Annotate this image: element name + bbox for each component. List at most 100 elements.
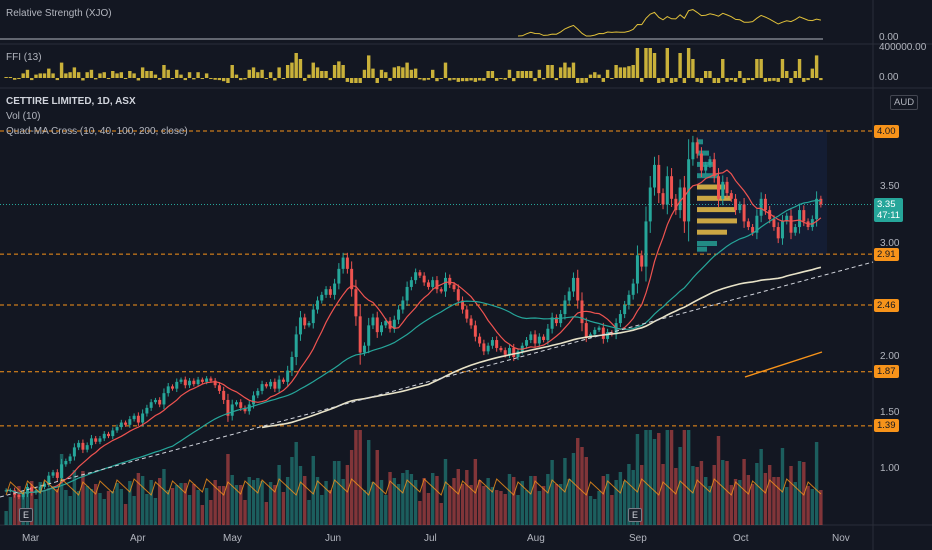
volume-bar	[157, 478, 162, 525]
volume-bar	[341, 479, 345, 525]
level-tag-1-87: 1.87	[874, 365, 899, 378]
volume-bar	[776, 477, 780, 525]
earnings-marker[interactable]: E	[628, 508, 643, 522]
ffi-bar	[635, 48, 640, 78]
volume-profile-bar	[697, 246, 707, 252]
candle-body	[486, 345, 490, 352]
y-tick-label: 3.50	[880, 181, 900, 192]
ffi-bar	[379, 69, 384, 78]
volume-bar	[503, 494, 507, 525]
ffi-bar	[25, 69, 30, 78]
candle-body	[166, 386, 170, 394]
ffi-bar	[597, 74, 601, 78]
volume-bar	[234, 485, 239, 525]
volume-bar	[729, 485, 733, 525]
ffi-bar	[503, 78, 507, 80]
candle-body	[196, 379, 200, 385]
candle-body	[371, 317, 375, 326]
volume-bar	[780, 448, 785, 525]
ffi-bar	[239, 78, 243, 81]
candle-body	[60, 464, 64, 478]
candle-body	[623, 305, 627, 315]
ma10-line	[6, 169, 822, 494]
candle-body	[136, 415, 140, 423]
ffi-bar	[94, 78, 98, 80]
volume-bar	[149, 480, 153, 525]
candle-body	[461, 300, 465, 310]
currency-button[interactable]: AUD	[890, 95, 919, 110]
ffi-bar	[772, 78, 776, 81]
candle-body	[452, 284, 456, 290]
volume-bar	[806, 486, 810, 525]
volume-bar	[298, 466, 303, 525]
candle-body	[631, 283, 635, 295]
volume-bar	[593, 499, 597, 525]
earnings-marker[interactable]: E	[19, 508, 34, 522]
candle-body	[443, 277, 447, 292]
ffi-bar	[192, 78, 196, 80]
candle-body	[554, 317, 558, 324]
ffi-bar	[605, 69, 610, 78]
candle-body	[499, 347, 503, 351]
candle-body	[533, 334, 537, 344]
volume-bar	[392, 478, 397, 525]
candle-body	[525, 340, 529, 346]
ffi-bar	[665, 48, 670, 78]
ffi-bar	[226, 78, 230, 83]
volume-bar	[337, 461, 341, 525]
ffi-bar	[221, 78, 226, 82]
volume-bar	[558, 484, 563, 525]
candle-body	[213, 380, 217, 386]
candle-body	[431, 280, 435, 287]
volume-bar	[17, 486, 21, 525]
level-tag-2-46: 2.46	[874, 299, 899, 312]
ffi-bar	[780, 59, 785, 78]
volume-profile-bar	[697, 218, 737, 224]
volume-bar	[192, 484, 196, 525]
ffi-bar	[409, 69, 414, 78]
candle-body	[704, 164, 708, 171]
ffi-bar	[426, 78, 431, 80]
ffi-bar	[652, 53, 657, 78]
volume-bar	[661, 464, 665, 525]
candle-body	[141, 413, 145, 423]
candle-body	[98, 438, 102, 442]
candle-body	[260, 384, 264, 391]
ffi-bar	[819, 78, 823, 81]
volume-bar	[187, 495, 192, 525]
volume-ma-line	[5, 478, 822, 496]
candle-body	[111, 430, 115, 437]
ffi-bar	[699, 78, 704, 83]
ffi-bar	[541, 78, 546, 80]
volume-bar	[618, 472, 623, 525]
volume-bar	[584, 457, 588, 525]
ffi-bar	[136, 78, 141, 81]
candle-body	[43, 483, 47, 487]
volume-bar	[640, 465, 644, 525]
volume-bar	[703, 477, 708, 525]
candle-body	[25, 486, 29, 494]
ffi-bar	[435, 78, 439, 82]
ffi-axis-label-top: 400000.00	[879, 42, 927, 53]
trendline	[0, 261, 874, 498]
volume-bar	[605, 474, 610, 525]
ffi-bar	[443, 62, 448, 78]
ffi-bar	[806, 78, 810, 81]
volume-bar	[678, 447, 682, 525]
candle-body	[426, 282, 430, 287]
ffi-bar	[529, 71, 533, 78]
ffi-bar	[460, 78, 465, 82]
volume-bar	[708, 486, 712, 525]
ffi-bar	[494, 78, 499, 81]
candle-body	[780, 221, 784, 239]
candle-body	[734, 198, 738, 211]
volume-bar	[170, 488, 175, 525]
ffi-bar	[234, 74, 239, 78]
ffi-bar	[721, 59, 725, 78]
ffi-bar	[477, 78, 482, 81]
volume-bar	[814, 442, 819, 525]
candle-body	[665, 176, 669, 205]
volume-bar	[273, 485, 277, 525]
ffi-bar	[567, 67, 571, 78]
